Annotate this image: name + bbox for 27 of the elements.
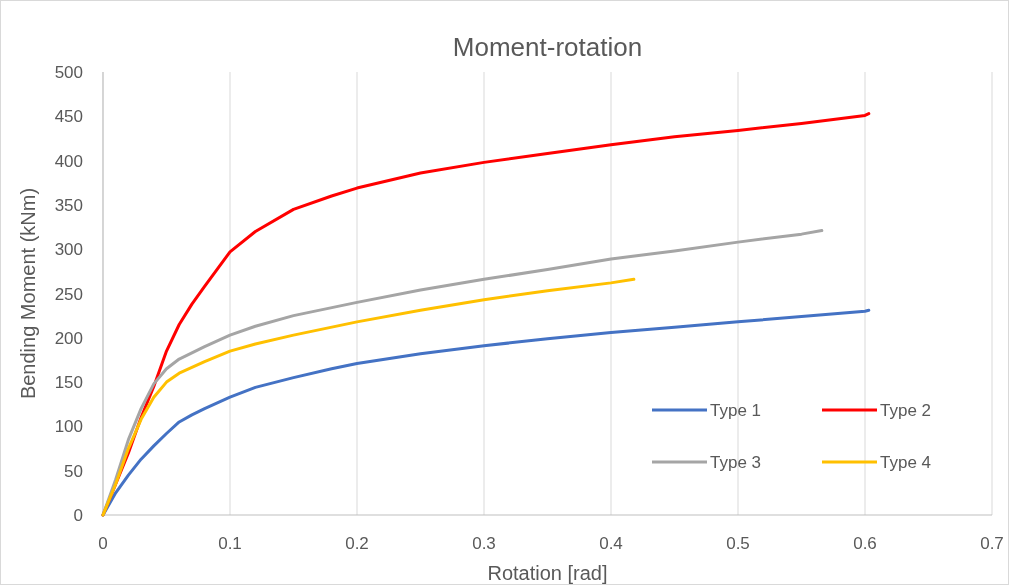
legend-label: Type 4: [880, 453, 932, 472]
y-tick-label: 400: [54, 151, 83, 171]
y-tick-label: 200: [54, 328, 83, 348]
legend-label: Type 2: [880, 401, 932, 420]
x-tick-label: 0: [98, 534, 108, 553]
y-tick-label: 150: [54, 373, 83, 393]
x-axis-title: Rotation [rad]: [487, 562, 608, 584]
x-tick-label: 0.2: [345, 534, 369, 553]
legend-label: Type 1: [710, 401, 762, 420]
x-tick-label: 0.7: [980, 534, 1004, 553]
y-tick-label: 50: [64, 461, 83, 481]
x-tick-label: 0.4: [599, 534, 623, 553]
y-tick-label: 250: [54, 284, 83, 304]
x-tick-label: 0.1: [218, 534, 242, 553]
x-tick-label: 0.3: [472, 534, 496, 553]
y-tick-label: 0: [73, 506, 83, 525]
y-tick-label: 500: [54, 63, 83, 82]
y-tick-label: 100: [54, 417, 83, 437]
y-tick-label: 300: [54, 240, 83, 260]
y-axis-title: Bending Moment (kNm): [17, 187, 39, 400]
chart-title: Moment-rotation: [452, 32, 643, 62]
y-tick-label: 350: [54, 195, 83, 215]
legend-label: Type 3: [710, 453, 762, 472]
x-tick-label: 0.5: [726, 534, 750, 553]
line-series: [101, 277, 636, 517]
y-tick-label: 450: [54, 107, 83, 127]
x-tick-label: 0.6: [853, 534, 877, 553]
